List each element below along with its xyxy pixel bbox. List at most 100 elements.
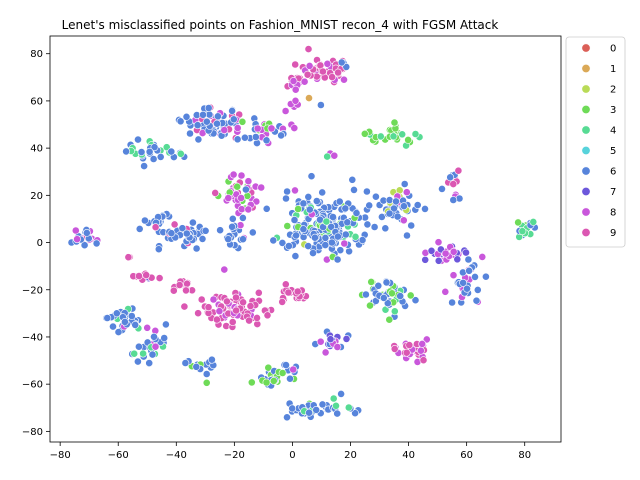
scatter-point-807 <box>194 309 202 318</box>
scatter-point-834 <box>212 315 221 324</box>
scatter-point-469 <box>321 233 330 242</box>
scatter-point-463 <box>335 197 344 206</box>
legend-label-0: 0 <box>610 44 616 55</box>
data-points <box>67 45 539 422</box>
scatter-point-940 <box>342 334 351 343</box>
scatter-point-182 <box>134 135 142 144</box>
scatter-point-1017 <box>207 355 216 364</box>
scatter-point-630 <box>71 226 80 235</box>
scatter-point-385 <box>304 192 313 201</box>
x-tick-label: 0 <box>289 450 295 461</box>
scatter-point-717 <box>465 266 473 275</box>
scatter-point-1043 <box>278 369 287 377</box>
scatter-point-662 <box>478 252 487 261</box>
scatter-point-137 <box>220 126 229 135</box>
scatter-point-67 <box>291 85 300 94</box>
scatter-point-565 <box>140 216 149 225</box>
scatter-point-689 <box>441 249 450 258</box>
scatter-point-394 <box>262 204 271 213</box>
scatter-point-502 <box>322 217 331 226</box>
scatter-point-178 <box>253 124 262 133</box>
scatter-point-492 <box>284 242 293 250</box>
scatter-point-392 <box>283 222 292 230</box>
y-tick-label: 0 <box>37 238 43 249</box>
scatter-point-939 <box>333 343 342 351</box>
scatter-point-993 <box>143 323 152 332</box>
scatter-point-76 <box>291 96 300 105</box>
x-tick-label: 20 <box>344 450 357 461</box>
scatter-point-177 <box>290 124 299 133</box>
scatter-point-1092 <box>333 409 342 418</box>
scatter-point-990 <box>145 359 154 367</box>
scatter-point-47 <box>328 73 336 81</box>
scatter-point-78 <box>281 107 290 115</box>
scatter-point-453 <box>282 194 290 203</box>
scatter-point-746 <box>169 286 178 295</box>
scatter-point-742 <box>183 279 191 288</box>
legend-label-8: 8 <box>610 208 616 219</box>
scatter-point-497 <box>343 218 352 227</box>
legend-label-3: 3 <box>610 105 616 116</box>
scatter-point-553 <box>385 209 394 218</box>
scatter-point-529 <box>399 216 408 225</box>
scatter-point-577 <box>198 234 207 243</box>
scatter-point-858 <box>411 296 420 305</box>
scatter-point-601 <box>151 223 160 232</box>
scatter-point-921 <box>114 328 123 336</box>
scatter-point-640 <box>449 180 458 188</box>
scatter-point-1084 <box>318 400 327 409</box>
scatter-point-1041 <box>269 376 278 385</box>
scatter-point-439 <box>358 236 367 244</box>
scatter-point-714 <box>464 255 473 264</box>
scatter-point-972 <box>416 346 425 355</box>
scatter-point-287 <box>224 194 233 202</box>
scatter-point-605 <box>178 224 187 233</box>
legend-marker-1 <box>581 64 591 74</box>
scatter-point-907 <box>103 314 112 322</box>
scatter-point-209 <box>145 147 154 156</box>
scatter-point-479 <box>381 224 390 233</box>
scatter-point-863 <box>366 301 374 310</box>
scatter-point-437 <box>341 204 350 213</box>
legend-marker-4 <box>581 125 591 135</box>
legend-frame <box>565 36 626 248</box>
scatter-point-146 <box>228 107 236 115</box>
scatter-point-888 <box>367 277 376 286</box>
scatter-point-49 <box>303 70 312 79</box>
x-tick-label: 80 <box>518 450 531 461</box>
scatter-point-587 <box>170 220 179 229</box>
scatter-point-292 <box>216 226 224 235</box>
scatter-point-288 <box>228 214 237 223</box>
scatter-point-509 <box>310 233 319 242</box>
scatter-point-766 <box>293 287 302 296</box>
scatter-point-628 <box>73 235 81 244</box>
scatter-point-500 <box>341 230 350 239</box>
y-tick-label: −40 <box>22 332 43 343</box>
scatter-point-170 <box>238 117 247 126</box>
scatter-point-486 <box>299 199 308 208</box>
scatter-point-241 <box>323 152 332 161</box>
scatter-point-485 <box>351 232 360 241</box>
scatter-point-1088 <box>351 409 359 418</box>
scatter-point-919 <box>127 312 136 320</box>
scatter-point-285 <box>244 205 253 214</box>
scatter-point-887 <box>388 289 396 298</box>
scatter-point-508 <box>309 249 317 257</box>
scatter-point-125 <box>199 110 207 119</box>
scatter-point-535 <box>402 188 411 197</box>
scatter-point-783 <box>180 302 189 311</box>
x-tick-label: 40 <box>402 450 415 461</box>
y-tick-label: 20 <box>30 191 43 202</box>
scatter-point-695 <box>481 272 490 281</box>
scatter-point-976 <box>405 341 414 349</box>
scatter-point-718 <box>473 285 482 294</box>
scatter-point-130 <box>204 104 213 112</box>
scatter-point-688 <box>449 247 458 256</box>
scatter-point-550 <box>392 197 400 206</box>
scatter-point-235 <box>376 132 385 141</box>
scatter-point-425 <box>291 252 300 260</box>
scatter-point-874 <box>361 290 370 299</box>
scatter-point-745 <box>175 281 184 289</box>
scatter-point-1066 <box>288 404 297 413</box>
